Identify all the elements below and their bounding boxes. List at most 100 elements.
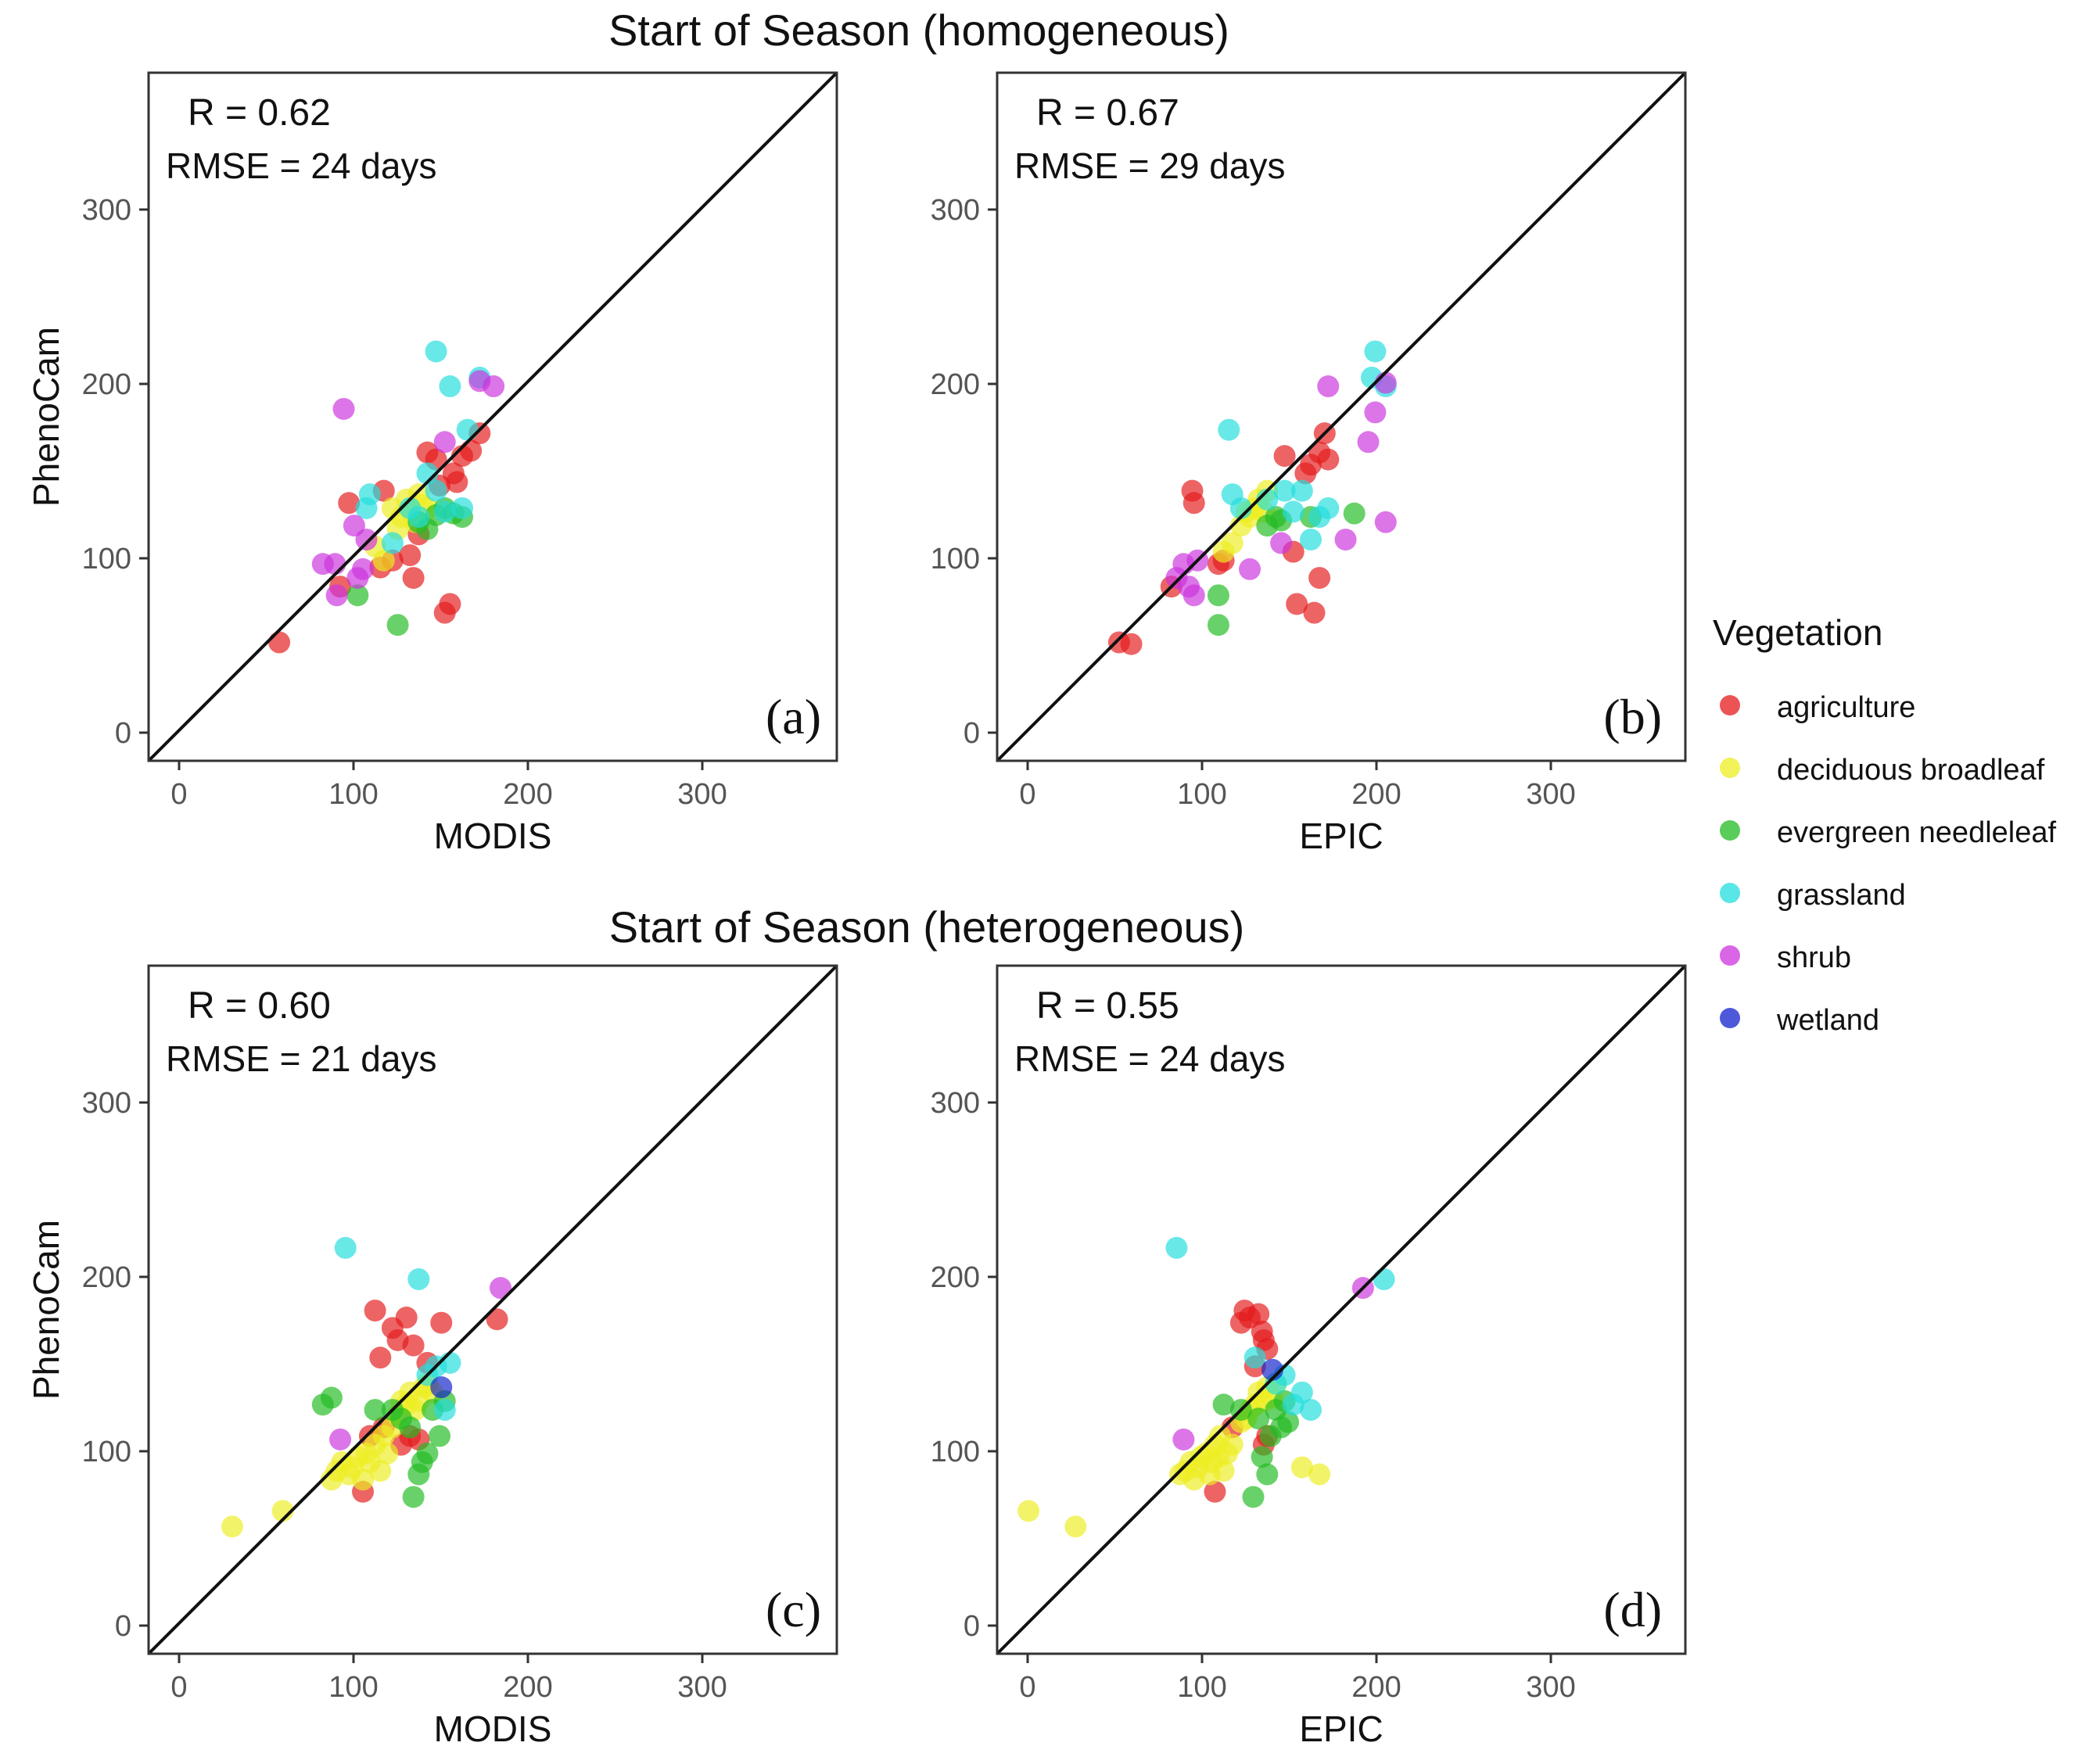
point-agriculture — [399, 544, 422, 567]
point-deciduous-broadleaf — [1212, 1460, 1235, 1483]
legend-item-wetland: wetland — [1720, 1004, 1879, 1037]
panel-d-frame — [996, 964, 1687, 1655]
y-tick-label: 0 — [964, 1610, 980, 1643]
one-to-one-line — [996, 71, 1687, 762]
point-shrub — [1374, 511, 1397, 533]
panel-c-tag: (c) — [766, 1582, 821, 1637]
x-tick-label: 0 — [170, 1671, 187, 1704]
legend-swatch — [1720, 1008, 1740, 1028]
point-agriculture — [402, 1334, 425, 1357]
point-evergreen-needleleaf — [429, 1425, 451, 1447]
legend-label: grassland — [1777, 879, 1906, 912]
x-tick-label: 100 — [328, 1671, 378, 1704]
point-agriculture — [1120, 633, 1143, 655]
point-grassland — [439, 375, 461, 398]
y-tick-label: 100 — [82, 543, 131, 575]
point-evergreen-needleleaf — [364, 1399, 386, 1422]
point-grassland — [1373, 1268, 1395, 1291]
point-shrub — [1334, 529, 1357, 551]
point-grassland — [439, 1351, 461, 1374]
panel-a-rmse-stat: RMSE = 24 days — [166, 145, 436, 186]
y-tick-label: 0 — [115, 717, 131, 750]
point-grassland — [451, 497, 474, 519]
point-agriculture — [430, 1311, 453, 1334]
panel-a-y-label: PhenoCam — [26, 327, 66, 507]
point-grassland — [1229, 497, 1252, 519]
point-evergreen-needleleaf — [399, 1416, 422, 1439]
point-shrub — [1317, 375, 1340, 398]
point-wetland — [430, 1376, 453, 1399]
point-shrub — [352, 558, 375, 580]
legend-label: wetland — [1776, 1004, 1879, 1037]
panel-c-y-label: PhenoCam — [26, 1220, 66, 1400]
x-tick-label: 0 — [1019, 1671, 1035, 1704]
point-grassland — [433, 500, 456, 523]
point-agriculture — [1204, 1480, 1226, 1503]
point-grassland — [1218, 418, 1240, 441]
point-shrub — [325, 584, 348, 607]
point-shrub — [483, 375, 505, 398]
point-shrub — [1239, 558, 1261, 580]
point-grassland — [416, 462, 439, 485]
panel-c: R = 0.60 RMSE = 21 days (c) 0 100 200 30… — [26, 964, 838, 1749]
point-grassland — [425, 479, 447, 502]
point-shrub — [1374, 371, 1397, 394]
x-tick-label: 300 — [677, 778, 727, 811]
panel-c-rmse-stat: RMSE = 21 days — [166, 1038, 436, 1079]
point-evergreen-needleleaf — [1256, 1463, 1279, 1486]
y-tick-label: 200 — [82, 368, 131, 401]
x-tick-label: 200 — [503, 778, 552, 811]
point-shrub — [1270, 532, 1293, 554]
panel-b-tag: (b) — [1603, 689, 1662, 744]
panel-b-x-ticks: 0 100 200 300 — [1019, 761, 1576, 811]
panel-b-x-label: EPIC — [1299, 816, 1383, 856]
x-tick-label: 100 — [1177, 1671, 1226, 1704]
point-agriculture — [1182, 492, 1205, 514]
y-tick-label: 100 — [931, 1436, 980, 1468]
point-deciduous-broadleaf — [369, 1460, 392, 1483]
panel-b-frame — [996, 71, 1687, 762]
point-grassland — [1300, 1399, 1322, 1422]
point-shrub — [490, 1277, 512, 1300]
panel-b-rmse-stat: RMSE = 29 days — [1014, 145, 1285, 186]
point-evergreen-needleleaf — [1247, 1407, 1270, 1430]
panel-c-frame — [147, 964, 838, 1655]
point-evergreen-needleleaf — [1207, 614, 1229, 636]
panel-a-x-label: MODIS — [434, 816, 552, 856]
point-grassland — [1256, 488, 1279, 511]
point-grassland — [1165, 1236, 1188, 1259]
legend-item-shrub: shrub — [1720, 941, 1851, 974]
one-to-one-line — [996, 964, 1687, 1655]
point-agriculture — [439, 593, 461, 615]
point-shrub — [433, 431, 456, 454]
point-evergreen-needleleaf — [346, 584, 369, 607]
x-tick-label: 0 — [170, 778, 187, 811]
point-agriculture — [1273, 445, 1296, 468]
point-shrub — [1182, 584, 1205, 607]
point-evergreen-needleleaf — [386, 614, 409, 636]
point-grassland — [1243, 1346, 1266, 1369]
point-deciduous-broadleaf — [1308, 1463, 1331, 1486]
legend-label: shrub — [1777, 941, 1851, 974]
point-grassland — [1364, 340, 1387, 363]
panel-a-marks — [147, 71, 838, 762]
panel-b-r-stat: R = 0.67 — [1036, 92, 1179, 134]
y-tick-label: 0 — [115, 1610, 131, 1643]
panel-a: R = 0.62 RMSE = 24 days (a) 0 100 200 30… — [26, 71, 838, 856]
point-agriculture — [446, 471, 468, 493]
legend-swatch — [1720, 945, 1740, 966]
y-tick-label: 300 — [82, 194, 131, 227]
point-agriculture — [395, 1307, 418, 1329]
point-evergreen-needleleaf — [1212, 1393, 1235, 1416]
y-tick-label: 200 — [931, 368, 980, 401]
panel-c-x-ticks: 0 100 200 300 — [170, 1654, 727, 1704]
point-grassland — [1290, 479, 1313, 502]
point-evergreen-needleleaf — [416, 1442, 439, 1465]
panel-c-y-ticks: 0 100 200 300 — [82, 1087, 149, 1643]
y-tick-label: 0 — [964, 717, 980, 750]
panel-c-x-label: MODIS — [434, 1708, 552, 1749]
point-shrub — [1357, 431, 1380, 454]
point-deciduous-broadleaf — [1290, 1456, 1313, 1479]
point-shrub — [355, 529, 378, 551]
